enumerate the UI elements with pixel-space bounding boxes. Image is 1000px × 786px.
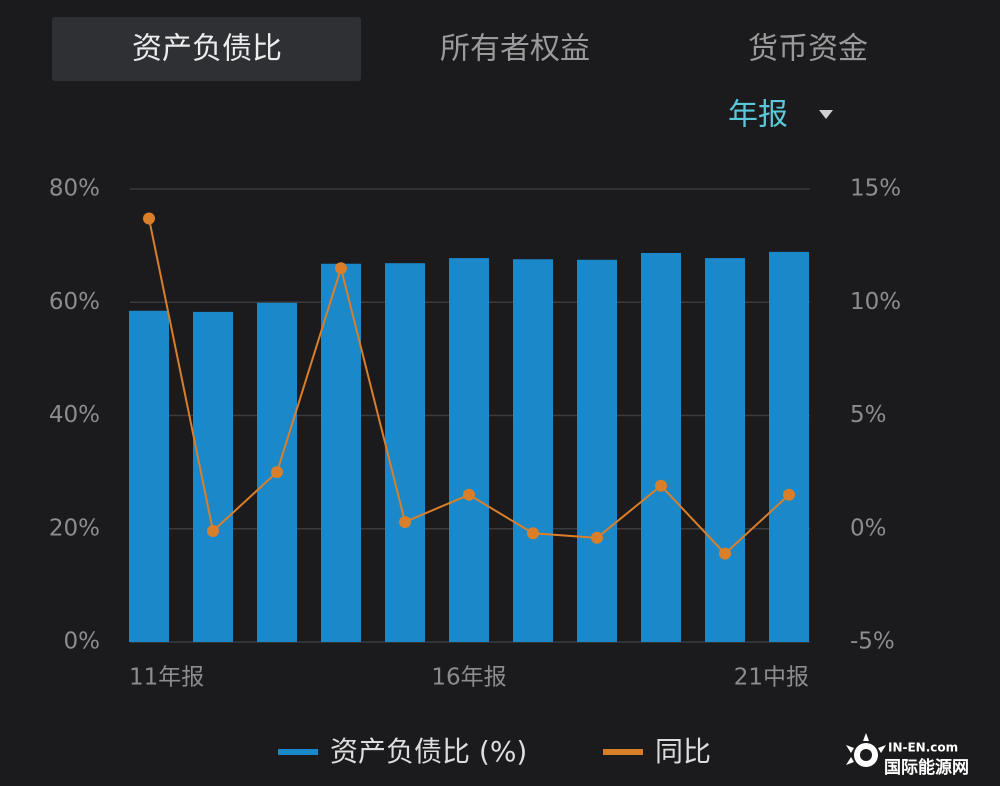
bar <box>641 252 681 642</box>
bar <box>513 259 553 642</box>
bar <box>193 311 233 642</box>
period-selector[interactable]: 年报 <box>728 98 788 133</box>
y2-tick-label: 0% <box>850 515 887 541</box>
y-tick-label: 20% <box>49 515 100 541</box>
y-tick-label: 0% <box>64 629 101 655</box>
bar <box>129 310 169 642</box>
x-tick-label: 21中报 <box>734 665 809 691</box>
logo-sun-core <box>860 749 872 761</box>
y2-tick-label: 15% <box>850 176 901 202</box>
line-point <box>463 488 475 501</box>
line-point <box>527 527 539 540</box>
line-point <box>271 466 283 479</box>
line-point <box>335 262 347 275</box>
y2-tick-label: 10% <box>850 289 901 315</box>
legend-label: 资产负债比 (%) <box>330 735 527 768</box>
bar <box>769 251 809 642</box>
bar <box>385 263 425 642</box>
legend-label: 同比 <box>655 735 711 768</box>
y-tick-label: 40% <box>49 402 100 428</box>
line-point <box>207 525 219 538</box>
watermark-name: 国际能源网 <box>884 757 969 778</box>
watermark-site: IN-EN.com <box>888 741 958 755</box>
dropdown-arrow[interactable] <box>819 110 833 119</box>
line-point <box>655 479 667 492</box>
line-point <box>591 531 603 544</box>
line-point <box>719 547 731 560</box>
selected-tab-bg <box>52 17 361 81</box>
legend-swatch <box>603 749 643 755</box>
y2-tick-label: -5% <box>850 629 895 655</box>
tab[interactable]: 货币资金 <box>748 32 868 67</box>
bar <box>705 258 745 642</box>
tab[interactable]: 资产负债比 <box>132 32 282 67</box>
line-point <box>399 515 411 528</box>
line-point <box>143 212 155 225</box>
plot: 0% 20% 40% 60% 80% -5% 0% 5% 10% 15% 11年报 16年报 21中报资… <box>49 176 901 769</box>
line-point <box>783 488 795 501</box>
logo-rays <box>846 733 886 765</box>
legend-swatch <box>278 749 318 755</box>
y-tick-label: 60% <box>49 289 100 315</box>
bar <box>449 258 489 642</box>
y2-tick-label: 5% <box>850 402 887 428</box>
x-tick-label: 16年报 <box>431 665 506 691</box>
bar <box>577 259 617 642</box>
y-tick-label: 80% <box>49 176 100 202</box>
bar <box>321 263 361 642</box>
x-tick-label: 11年报 <box>129 665 204 691</box>
watermark-logo: IN-EN.com 国际能源网 <box>846 733 969 778</box>
tab[interactable]: 所有者权益 <box>440 32 590 67</box>
